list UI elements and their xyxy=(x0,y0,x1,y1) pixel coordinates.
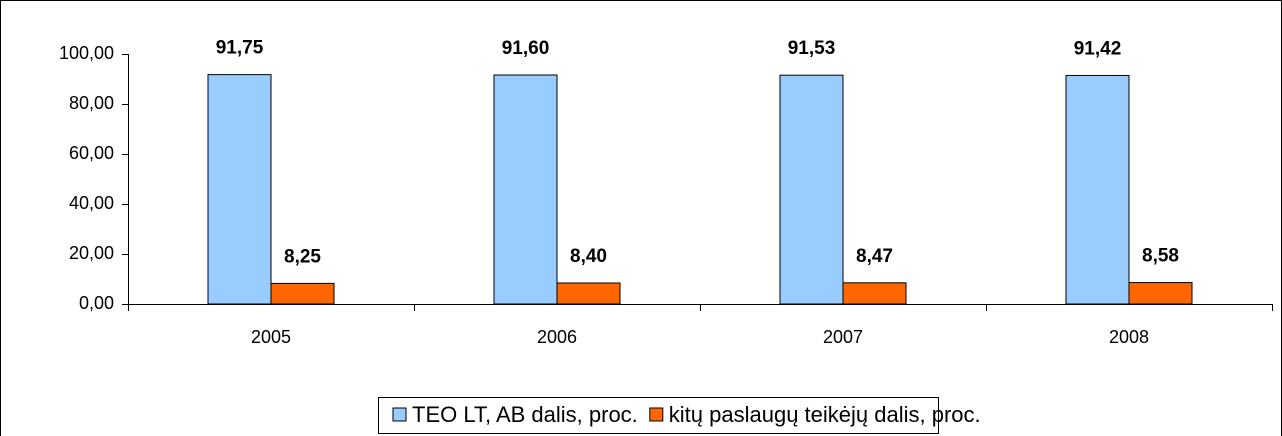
value-label: 8,25 xyxy=(284,246,321,267)
bar xyxy=(842,282,907,305)
value-label: 91,60 xyxy=(502,38,550,59)
bar xyxy=(493,74,558,305)
bar xyxy=(556,282,621,305)
y-tick-label: 20,00 xyxy=(69,243,114,263)
bar xyxy=(1065,74,1130,305)
y-tick-label: 0,00 xyxy=(79,293,114,313)
x-tick-label: 2005 xyxy=(251,327,291,347)
x-tick-label: 2007 xyxy=(823,327,863,347)
bar xyxy=(779,74,844,305)
x-tick-label: 2008 xyxy=(1109,327,1149,347)
value-label: 8,47 xyxy=(856,246,893,267)
x-tick-label: 2006 xyxy=(537,327,577,347)
legend-label: TEO LT, AB dalis, proc. xyxy=(412,402,638,427)
bar xyxy=(270,282,335,305)
y-tick-label: 60,00 xyxy=(69,143,114,163)
bar xyxy=(1128,282,1193,305)
y-tick-label: 80,00 xyxy=(69,93,114,113)
value-label: 8,40 xyxy=(570,246,607,267)
value-label: 91,42 xyxy=(1074,38,1122,59)
legend-label: kitų paslaugų teikėjų dalis, proc. xyxy=(669,402,981,427)
bar xyxy=(207,74,272,305)
value-label: 91,53 xyxy=(788,38,836,59)
legend-swatch xyxy=(392,407,407,422)
legend-swatch xyxy=(649,407,664,422)
y-tick-label: 40,00 xyxy=(69,193,114,213)
y-tick-label: 100,00 xyxy=(59,43,114,63)
value-label: 91,75 xyxy=(216,38,264,59)
value-label: 8,58 xyxy=(1142,246,1179,267)
